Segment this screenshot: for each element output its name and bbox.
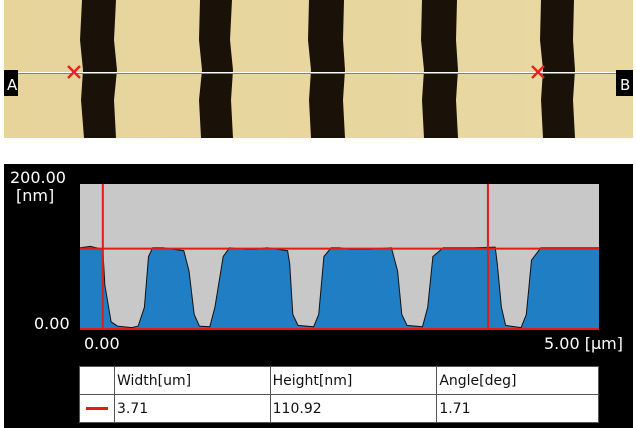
profile-panel: 200.00 [nm] 0.00 0.00 5.00 [µm] Width[um… [4, 164, 633, 428]
series-marker-cell [79, 394, 115, 423]
marker-a-box [4, 70, 18, 96]
profile-line [79, 245, 599, 329]
x-min-label: 0.00 [84, 334, 120, 353]
cursor-right-icon [531, 65, 545, 79]
x-max-label: 5.00 [µm] [544, 334, 623, 353]
y-max-label: 200.00 [10, 168, 66, 187]
measurement-table: Width[um] Height[nm] Angle[deg] 3.71 110… [79, 366, 599, 423]
y-unit-label: [nm] [16, 186, 55, 205]
swatch-header-cell [79, 366, 115, 395]
header-height: Height[nm] [269, 366, 438, 395]
marker-b-label: B [620, 76, 630, 94]
value-height: 110.92 [269, 394, 438, 423]
marker-b-box [616, 70, 633, 96]
profile-area [80, 246, 599, 329]
header-width: Width[um] [114, 366, 271, 395]
value-angle: 1.71 [436, 394, 599, 423]
stripe-2 [199, 0, 233, 138]
stripe-3 [308, 0, 345, 138]
table-row[interactable]: 3.71 110.92 1.71 [79, 394, 599, 423]
stripe-5 [540, 0, 575, 138]
stripe-1 [80, 0, 117, 138]
profile-chart [79, 184, 599, 330]
y-min-label: 0.00 [34, 314, 70, 333]
cursor-left-icon [67, 65, 81, 79]
stripe-4 [421, 0, 458, 138]
series-marker-icon [86, 407, 108, 410]
value-width: 3.71 [114, 394, 271, 423]
table-header-row: Width[um] Height[nm] Angle[deg] [79, 366, 599, 395]
header-angle: Angle[deg] [436, 366, 599, 395]
marker-a-label: A [7, 76, 18, 94]
afm-height-image: A B [4, 0, 633, 138]
